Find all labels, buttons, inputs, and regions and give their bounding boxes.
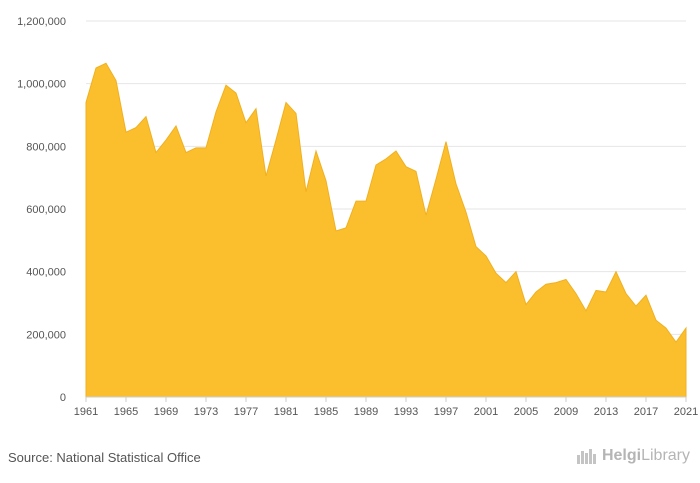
x-tick-label: 1961: [74, 406, 98, 418]
area-series-path: [85, 62, 687, 398]
x-tick-label: 2005: [514, 406, 538, 418]
y-tick-label: 600,000: [26, 204, 66, 216]
y-tick-label: 800,000: [26, 141, 66, 153]
x-tick-label: 1965: [114, 406, 138, 418]
y-tick-label: 0: [60, 392, 66, 404]
x-tick-label: 1985: [314, 406, 338, 418]
logo-brand-bold: Helgi: [601, 447, 642, 464]
helgi-library-logo-icon: [576, 449, 596, 464]
x-tick-label: 1973: [194, 406, 218, 418]
x-axis: 1961 1965 1969 1973 1977 1981 1985 1989 1993 1997…: [74, 396, 698, 418]
source-note: Source: National Statistical Office: [8, 450, 201, 465]
x-tick-label: 2009: [554, 406, 578, 418]
x-tick-label: 2017: [634, 406, 658, 418]
helgi-library-logo: HelgiLibrary: [576, 447, 690, 465]
x-tick-label: 1969: [154, 406, 178, 418]
x-tick-label: 1989: [354, 406, 378, 418]
y-tick-label: 400,000: [26, 267, 66, 279]
x-tick-label: 1981: [274, 406, 298, 418]
logo-brand-rest: Library: [641, 447, 690, 464]
area-series: [85, 62, 687, 398]
y-tick-label: 200,000: [26, 329, 66, 341]
x-tick-label: 2021: [674, 406, 698, 418]
x-tick-label: 1997: [434, 406, 458, 418]
x-tick-label: 1977: [234, 406, 258, 418]
y-tick-label: 1,200,000: [17, 16, 66, 28]
area-chart: 0 200,000 400,000 600,000 800,000 1,000,000 1,…: [17, 16, 698, 418]
y-tick-label: 1,000,000: [17, 79, 66, 91]
x-tick-label: 2001: [474, 406, 498, 418]
x-tick-label: 1993: [394, 406, 418, 418]
x-tick-label: 2013: [594, 406, 618, 418]
y-axis: 0 200,000 400,000 600,000 800,000 1,000,000 1,…: [17, 16, 66, 404]
